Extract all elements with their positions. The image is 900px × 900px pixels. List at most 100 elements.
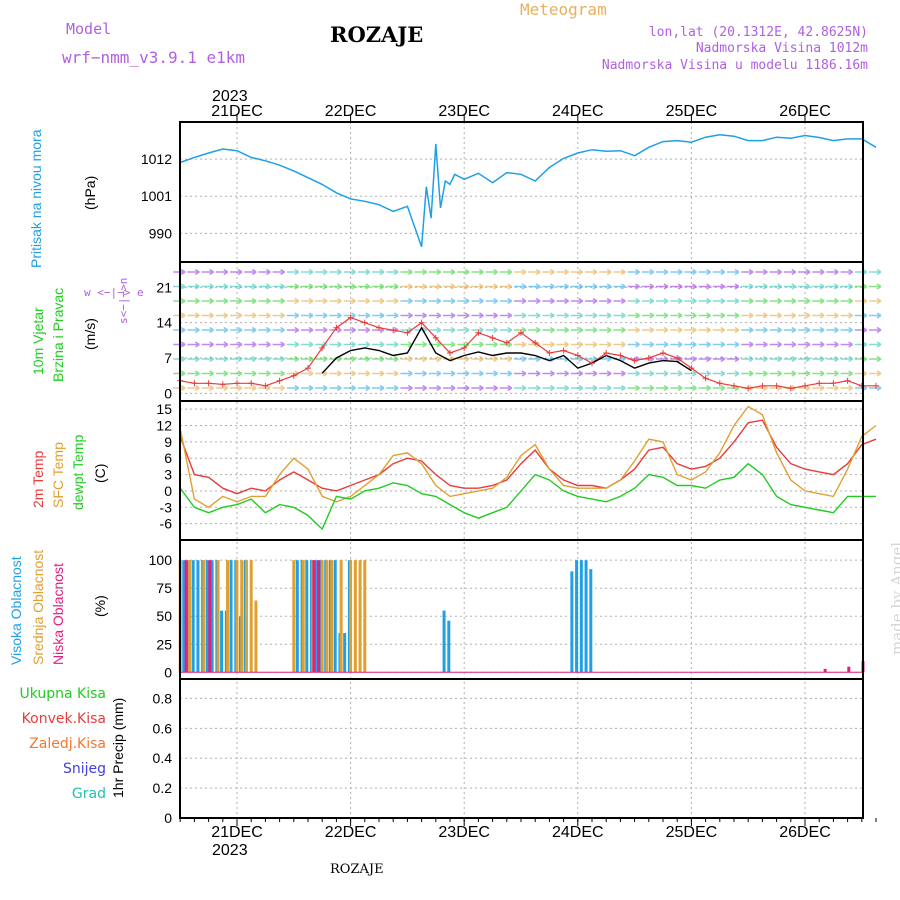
wind-arrow: [641, 283, 655, 290]
wind-arrow: [599, 384, 612, 392]
wind-arrow: [201, 326, 215, 334]
wind-marker: [716, 380, 723, 387]
series-line: [321, 326, 692, 374]
wind-arrow: [357, 297, 371, 305]
wind-arrow: [627, 341, 641, 348]
wind-arrow: [812, 355, 825, 363]
wind-arrow: [783, 341, 797, 348]
wind-arrow: [854, 355, 868, 363]
wind-arrow: [343, 355, 357, 363]
wind-arrow: [244, 326, 257, 334]
wind-arrow: [443, 283, 456, 290]
wind-arrow: [783, 297, 797, 305]
wind-arrow: [386, 312, 399, 319]
cloud-bar: [249, 560, 253, 673]
wind-arrow: [684, 312, 697, 319]
wind-arrow: [485, 341, 499, 348]
wind-arrow: [301, 312, 314, 319]
cloud-bar: [196, 560, 200, 673]
wind-arrow: [400, 355, 413, 363]
wind-arrow: [656, 297, 669, 305]
wind-arrow: [244, 370, 257, 377]
cloud-bar: [240, 560, 244, 673]
wind-arrow: [400, 268, 413, 276]
wind-arrow: [443, 384, 456, 392]
wind-arrow: [258, 341, 271, 348]
wind-arrow: [627, 370, 641, 377]
wind-arrow: [357, 326, 371, 334]
wind-arrow: [286, 355, 300, 363]
wind-arrow: [201, 341, 215, 348]
wind-arrow: [514, 312, 527, 319]
wind-arrow: [556, 268, 570, 276]
wind-arrow: [599, 283, 612, 290]
wind-marker: [702, 375, 709, 382]
wind-arrow: [400, 370, 413, 377]
wind-arrow: [272, 370, 286, 377]
wind-arrow: [670, 326, 683, 334]
wind-arrow: [343, 370, 357, 377]
wind-arrow: [272, 312, 286, 319]
watermark: made by Angel: [888, 541, 900, 655]
wind-arrow: [854, 312, 868, 319]
wind-arrow: [727, 268, 740, 276]
wind-marker: [333, 324, 340, 331]
wind-arrow: [215, 283, 229, 290]
wind-marker: [461, 344, 468, 351]
wind-arrow: [244, 384, 257, 392]
wind-arrow: [656, 370, 669, 377]
wind-marker: [759, 382, 766, 389]
wind-marker: [432, 334, 439, 341]
wind-arrow: [698, 312, 712, 319]
wind-arrow: [272, 283, 286, 290]
wind-arrow: [329, 268, 342, 276]
wind-arrow: [286, 326, 300, 334]
wind-arrow: [542, 312, 555, 319]
wind-arrow: [684, 268, 697, 276]
wind-arrow: [585, 297, 598, 305]
wind-marker: [219, 381, 226, 388]
wind-arrow: [570, 341, 584, 348]
wind-arrow: [798, 370, 811, 377]
wind-arrow: [585, 384, 598, 392]
wind-arrow: [215, 268, 229, 276]
wind-arrow: [215, 312, 229, 319]
wind-arrow: [727, 370, 740, 377]
wind-arrow: [187, 384, 200, 392]
wind-arrow: [755, 268, 768, 276]
wind-arrow: [727, 283, 740, 290]
wind-arrow: [613, 326, 626, 334]
wind-arrow: [485, 297, 499, 305]
wind-arrow: [372, 297, 385, 305]
cloud-bar: [363, 560, 367, 673]
cloud-bar: [325, 560, 329, 673]
wind-arrow: [741, 283, 754, 290]
wind-arrow: [428, 384, 442, 392]
wind-arrow: [187, 312, 200, 319]
series-line: [179, 134, 877, 248]
wind-marker: [589, 360, 595, 367]
year-label-top: 2023: [212, 88, 248, 105]
model-label: Model: [66, 20, 112, 38]
wind-arrow: [272, 384, 286, 392]
wind-arrow: [641, 312, 655, 319]
wind-arrow: [471, 355, 484, 363]
y-tick-label: 0: [164, 483, 172, 499]
wind-arrow: [372, 268, 385, 276]
wind-arrow: [457, 370, 470, 377]
wind-arrow: [386, 384, 399, 392]
wind-arrow: [471, 341, 484, 348]
wind-arrow: [443, 370, 456, 377]
wind-arrow: [471, 312, 484, 319]
y-tick-label: 0: [164, 385, 172, 401]
wind-arrow: [471, 384, 484, 392]
wind-arrow: [727, 312, 740, 319]
wind-arrow: [840, 283, 854, 290]
wind-arrow: [840, 312, 854, 319]
wind-arrow: [428, 355, 442, 363]
wind-arrow: [698, 283, 712, 290]
wind-arrow: [343, 283, 357, 290]
cloud-bar: [584, 560, 588, 673]
wind-arrow: [741, 312, 754, 319]
wind-arrow: [684, 341, 697, 348]
